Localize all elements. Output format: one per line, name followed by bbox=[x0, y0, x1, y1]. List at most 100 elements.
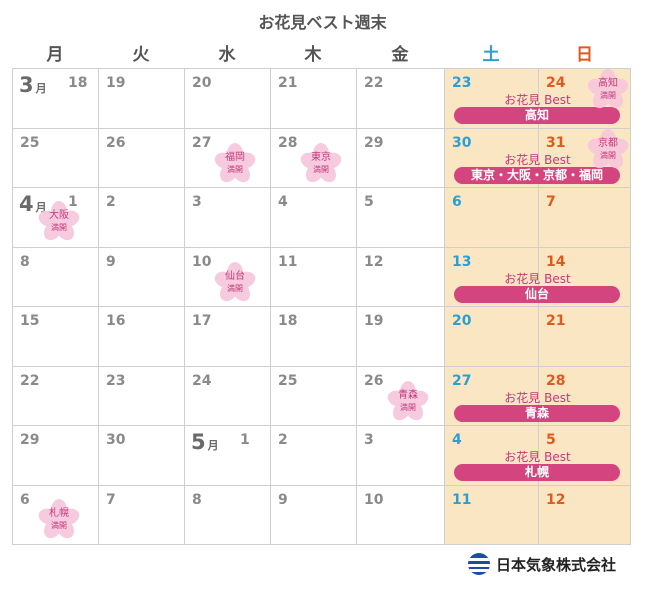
best-cities-bar: 青森 bbox=[454, 404, 620, 422]
day-number: 4 bbox=[278, 194, 288, 210]
blossom-text: 大阪 満開 bbox=[38, 210, 80, 234]
calendar-grid: 18 19 20 21 22 23 24 3 月お花見 Best 高知 高知 満開 25 26 27 28 29… bbox=[12, 68, 631, 545]
best-label: お花見 Best bbox=[504, 450, 571, 464]
day-number: 8 bbox=[192, 491, 202, 508]
best-cities-bar: 東京・大阪・京都・福岡 bbox=[454, 166, 620, 184]
day-number: 11 bbox=[452, 491, 472, 508]
grid-col-line bbox=[12, 68, 13, 544]
day-number: 1 bbox=[68, 194, 78, 210]
blossom-city: 福岡 bbox=[225, 151, 245, 163]
best-cities-bar: 高知 bbox=[454, 107, 620, 124]
blossom-status: 満開 bbox=[227, 283, 243, 293]
day-number: 19 bbox=[364, 313, 384, 329]
day-number: 20 bbox=[192, 75, 212, 91]
day-number: 18 bbox=[278, 313, 298, 329]
day-number: 25 bbox=[20, 134, 40, 151]
month-unit: 月 bbox=[35, 201, 47, 214]
best-cities-bar: 仙台 bbox=[454, 285, 620, 303]
day-number: 21 bbox=[546, 313, 566, 329]
day-number: 27 bbox=[192, 134, 212, 151]
day-number: 14 bbox=[546, 253, 566, 270]
day-number: 12 bbox=[546, 491, 566, 508]
grid-row-line bbox=[12, 187, 631, 188]
month-number: 4 bbox=[19, 192, 34, 216]
grid-row-line bbox=[12, 128, 631, 129]
blossom-text: 高知 満開 bbox=[587, 78, 629, 102]
cherry-blossom-icon: 大阪 満開 bbox=[38, 201, 80, 243]
day-number: 29 bbox=[20, 432, 40, 448]
cherry-blossom-icon: 青森 満開 bbox=[387, 380, 429, 423]
day-number: 12 bbox=[364, 253, 384, 270]
day-number: 26 bbox=[364, 372, 384, 389]
grid-row-line bbox=[12, 485, 631, 486]
day-number: 5 bbox=[364, 194, 374, 210]
grid-row-line bbox=[12, 425, 631, 426]
day-number: 6 bbox=[20, 491, 30, 508]
grid-row-line bbox=[12, 544, 631, 545]
company-name: 日本気象株式会社 bbox=[496, 556, 617, 574]
blossom-status: 満開 bbox=[600, 91, 616, 100]
day-number: 11 bbox=[278, 253, 298, 270]
day-number: 27 bbox=[452, 372, 472, 389]
blossom-city: 仙台 bbox=[225, 270, 245, 282]
day-number: 28 bbox=[278, 134, 298, 151]
blossom-status: 満開 bbox=[51, 223, 67, 232]
day-number: 22 bbox=[20, 372, 40, 389]
blossom-text: 京都 満開 bbox=[587, 138, 629, 162]
day-number: 15 bbox=[20, 313, 40, 329]
blossom-status: 満開 bbox=[227, 164, 243, 174]
day-number: 28 bbox=[546, 372, 566, 389]
weekday-label: 水 bbox=[218, 45, 236, 65]
cherry-blossom-icon: 東京 満開 bbox=[300, 142, 342, 185]
day-number: 23 bbox=[452, 75, 472, 91]
blossom-status: 満開 bbox=[51, 520, 67, 530]
day-number: 24 bbox=[546, 75, 566, 91]
month-unit: 月 bbox=[35, 82, 47, 95]
cherry-blossom-icon: 札幌 満開 bbox=[38, 498, 80, 541]
day-number: 13 bbox=[452, 253, 472, 270]
day-number: 10 bbox=[364, 491, 384, 508]
best-label: お花見 Best bbox=[504, 93, 571, 107]
grid-row-line bbox=[12, 68, 631, 69]
grid-col-line bbox=[270, 68, 271, 544]
day-number: 7 bbox=[106, 491, 116, 508]
weekday-label: 火 bbox=[132, 45, 150, 65]
blossom-city: 大阪 bbox=[49, 210, 69, 221]
blossom-status: 満開 bbox=[600, 150, 616, 160]
month-number: 5 bbox=[191, 430, 206, 454]
day-number: 20 bbox=[452, 313, 472, 329]
day-number: 9 bbox=[106, 253, 116, 270]
grid-row-line bbox=[12, 306, 631, 307]
grid-col-line bbox=[444, 68, 445, 544]
globe-logo-icon bbox=[468, 553, 490, 575]
day-number: 4 bbox=[452, 432, 462, 448]
day-number: 22 bbox=[364, 75, 384, 91]
cherry-blossom-icon: 高知 満開 bbox=[587, 69, 629, 111]
day-number: 30 bbox=[452, 134, 472, 151]
grid-row-line bbox=[12, 247, 631, 248]
day-number: 7 bbox=[546, 194, 556, 210]
day-number: 23 bbox=[106, 372, 126, 389]
day-number: 31 bbox=[546, 134, 566, 151]
weekday-label: 日 bbox=[576, 45, 593, 65]
day-number: 6 bbox=[452, 194, 462, 210]
month-number: 3 bbox=[19, 73, 34, 97]
day-number: 10 bbox=[192, 253, 212, 270]
blossom-text: 福岡 満開 bbox=[214, 152, 256, 176]
day-number: 3 bbox=[192, 194, 202, 210]
blossom-city: 東京 bbox=[311, 151, 331, 163]
day-number: 2 bbox=[278, 432, 288, 448]
cherry-blossom-icon: 京都 満開 bbox=[587, 128, 629, 171]
day-number: 30 bbox=[106, 432, 126, 448]
day-number: 24 bbox=[192, 372, 212, 389]
blossom-text: 札幌 満開 bbox=[38, 508, 80, 532]
day-number: 25 bbox=[278, 372, 298, 389]
day-number: 16 bbox=[106, 313, 126, 329]
day-number: 17 bbox=[192, 313, 212, 329]
weekday-label: 金 bbox=[391, 45, 409, 65]
day-number: 21 bbox=[278, 75, 298, 91]
blossom-text: 東京 満開 bbox=[300, 152, 342, 176]
weekday-label: 月 bbox=[46, 45, 64, 65]
